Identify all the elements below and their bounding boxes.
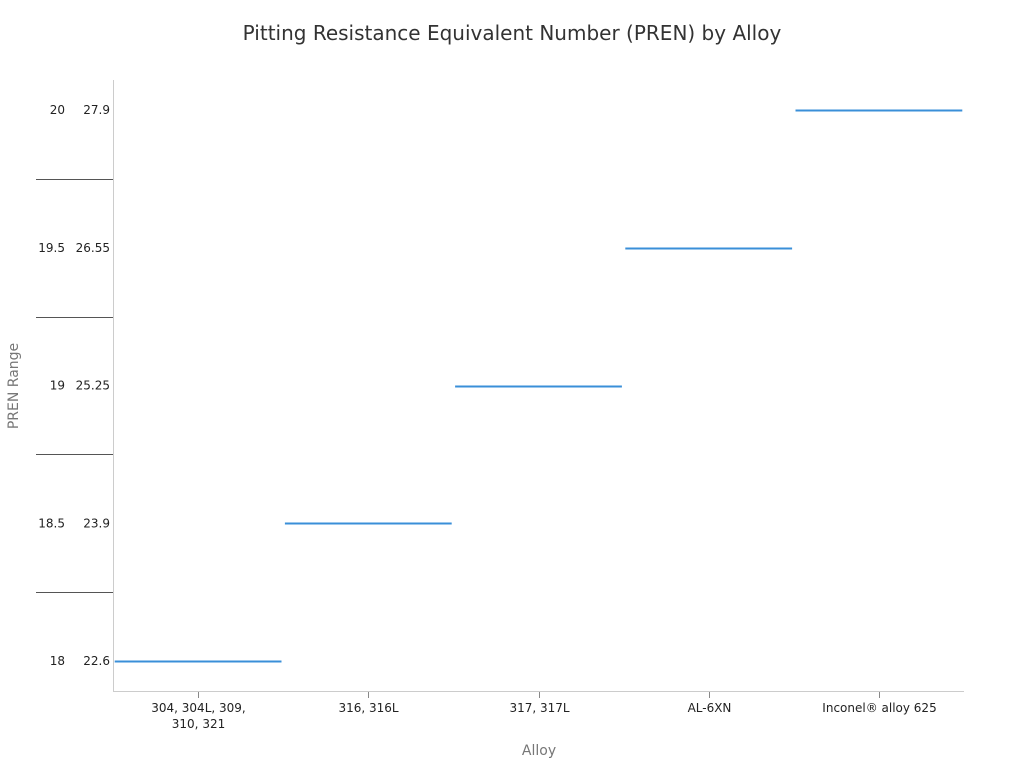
chart-title: Pitting Resistance Equivalent Number (PR… bbox=[243, 21, 782, 45]
y-axis-title: PREN Range bbox=[6, 343, 22, 429]
x-tick-label: 316, 316L bbox=[338, 701, 398, 715]
x-axis-title: Alloy bbox=[522, 743, 556, 759]
x-tick-label: AL-6XN bbox=[688, 701, 732, 715]
y-axis-tick-labels: 18 22.6 18.5 23.9 19 25.25 19.5 26.55 20 27.9 bbox=[38, 103, 110, 668]
x-tick-label: 304, 304L, 309, 310, 321 bbox=[151, 701, 245, 731]
y-tick-label-inner: 22.6 bbox=[83, 654, 110, 668]
y-tick-label-outer: 20 bbox=[50, 103, 65, 117]
x-axis-ticks: 304, 304L, 309, 310, 321 316, 316L 317, 317… bbox=[151, 692, 937, 731]
y-tick-label-outer: 19 bbox=[50, 379, 65, 393]
y-tick-label-outer: 18 bbox=[50, 654, 65, 668]
data-marks bbox=[114, 109, 963, 663]
y-tick-label-inner: 27.9 bbox=[83, 103, 110, 117]
x-tick-label: 317, 317L bbox=[509, 701, 569, 715]
y-tick-label-inner: 23.9 bbox=[83, 516, 110, 530]
y-tick-label-outer: 19.5 bbox=[38, 241, 65, 255]
x-tick-label: Inconel® alloy 625 bbox=[822, 701, 936, 715]
y-tick-label-inner: 26.55 bbox=[76, 241, 110, 255]
y-axis-dividers bbox=[36, 179, 113, 593]
y-tick-label-outer: 18.5 bbox=[38, 516, 65, 530]
y-tick-label-inner: 25.25 bbox=[76, 379, 110, 393]
